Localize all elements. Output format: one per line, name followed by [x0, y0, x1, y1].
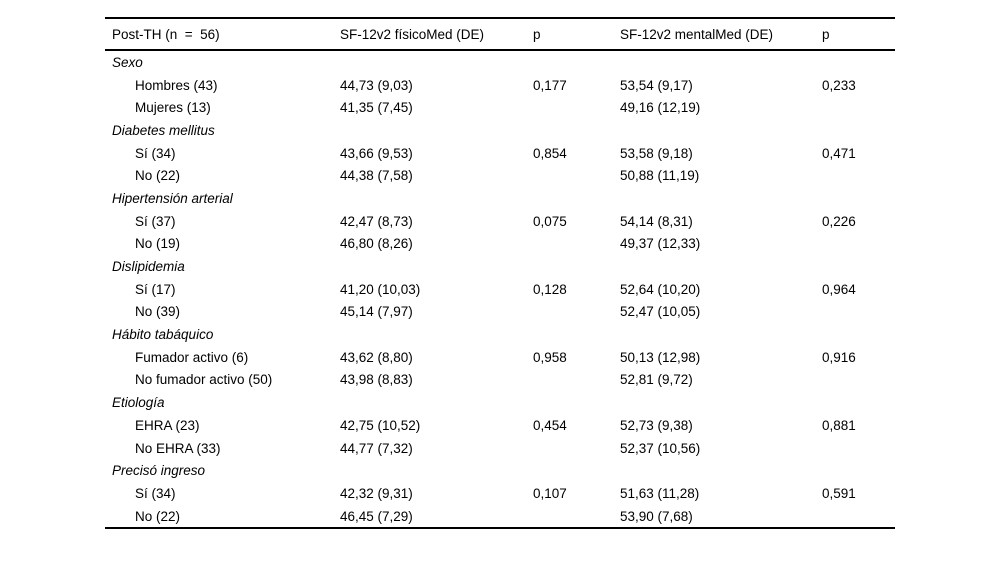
row-label: Hombres (43) — [135, 77, 218, 93]
p-mental-value: 0,233 — [822, 77, 856, 93]
column-header-p-mental: p — [822, 26, 830, 42]
column-header-fisico: SF-12v2 físicoMed (DE) — [340, 26, 485, 42]
group-row: Precisó ingreso — [105, 459, 895, 482]
fisico-value: 43,98 (8,83) — [340, 372, 413, 388]
mental-value: 49,37 (12,33) — [620, 236, 701, 252]
p-mental-value: 0,471 — [822, 145, 856, 161]
table-row: No (22) 44,38 (7,58) 50,88 (11,19) — [105, 164, 895, 187]
table-row: Mujeres (13) 41,35 (7,45) 49,16 (12,19) — [105, 96, 895, 119]
table-row: No (39) 45,14 (7,97) 52,47 (10,05) — [105, 301, 895, 324]
fisico-value: 46,45 (7,29) — [340, 508, 413, 524]
table-row: No EHRA (33) 44,77 (7,32) 52,37 (10,56) — [105, 437, 895, 460]
p-fisico-value: 0,177 — [533, 77, 567, 93]
p-mental-value: 0,226 — [822, 213, 856, 229]
table-row: Fumador activo (6) 43,62 (8,80) 0,958 50… — [105, 346, 895, 369]
mental-value: 53,54 (9,17) — [620, 77, 693, 93]
group-row: Hábito tabáquico — [105, 323, 895, 346]
row-label: No (22) — [135, 168, 181, 184]
mental-value: 50,88 (11,19) — [620, 168, 700, 184]
group-label: Sexo — [112, 54, 143, 70]
mental-value: 52,47 (10,05) — [620, 304, 701, 320]
table-header-row: Post-TH (n = 56) SF-12v2 físicoMed (DE) … — [105, 19, 895, 51]
column-header-postth: Post-TH (n = 56) — [112, 26, 220, 42]
p-mental-value: 0,964 — [822, 281, 856, 297]
row-label: No (22) — [135, 508, 181, 524]
p-fisico-value: 0,128 — [533, 281, 567, 297]
group-label: Hábito tabáquico — [112, 327, 214, 343]
fisico-value: 42,47 (8,73) — [340, 213, 413, 229]
fisico-value: 44,73 (9,03) — [340, 77, 413, 93]
mental-value: 52,73 (9,38) — [620, 417, 693, 433]
p-fisico-value: 0,958 — [533, 349, 567, 365]
mental-value: 53,90 (7,68) — [620, 508, 693, 524]
p-fisico-value: 0,454 — [533, 417, 567, 433]
column-header-mental: SF-12v2 mentalMed (DE) — [620, 26, 774, 42]
row-label: EHRA (23) — [135, 417, 200, 433]
fisico-value: 41,35 (7,45) — [340, 100, 413, 116]
row-label: Sí (34) — [135, 145, 176, 161]
group-label: Precisó ingreso — [112, 463, 206, 479]
table-row: EHRA (23) 42,75 (10,52) 0,454 52,73 (9,3… — [105, 414, 895, 437]
group-row: Diabetes mellitus — [105, 119, 895, 142]
fisico-value: 46,80 (8,26) — [340, 236, 413, 252]
group-label: Etiología — [112, 395, 165, 411]
results-table: Post-TH (n = 56) SF-12v2 físicoMed (DE) … — [105, 17, 895, 530]
mental-value: 54,14 (8,31) — [620, 213, 693, 229]
mental-value: 52,64 (10,20) — [620, 281, 701, 297]
table-body: Sexo Hombres (43) 44,73 (9,03) 0,177 53,… — [105, 51, 895, 527]
mental-value: 49,16 (12,19) — [620, 100, 701, 116]
group-row: Dislipidemia — [105, 255, 895, 278]
p-mental-value: 0,591 — [822, 485, 856, 501]
fisico-value: 42,32 (9,31) — [340, 485, 413, 501]
mental-value: 53,58 (9,18) — [620, 145, 693, 161]
row-label: Sí (37) — [135, 213, 176, 229]
group-label: Diabetes mellitus — [112, 122, 215, 138]
row-label: No (39) — [135, 304, 181, 320]
table-row: Sí (17) 41,20 (10,03) 0,128 52,64 (10,20… — [105, 278, 895, 301]
table-row: Sí (34) 42,32 (9,31) 0,107 51,63 (11,28)… — [105, 482, 895, 505]
row-label: No EHRA (33) — [135, 440, 221, 456]
fisico-value: 44,38 (7,58) — [340, 168, 413, 184]
row-label: Sí (34) — [135, 485, 176, 501]
p-fisico-value: 0,075 — [533, 213, 567, 229]
p-mental-value: 0,881 — [822, 417, 856, 433]
table-row: No (22) 46,45 (7,29) 53,90 (7,68) — [105, 505, 895, 528]
group-row: Hipertensión arterial — [105, 187, 895, 210]
mental-value: 51,63 (11,28) — [620, 485, 700, 501]
p-fisico-value: 0,107 — [533, 485, 567, 501]
mental-value: 52,81 (9,72) — [620, 372, 693, 388]
fisico-value: 41,20 (10,03) — [340, 281, 421, 297]
table-row: No fumador activo (50) 43,98 (8,83) 52,8… — [105, 369, 895, 392]
row-label: Sí (17) — [135, 281, 176, 297]
fisico-value: 43,62 (8,80) — [340, 349, 413, 365]
mental-value: 52,37 (10,56) — [620, 440, 701, 456]
mental-value: 50,13 (12,98) — [620, 349, 701, 365]
group-row: Etiología — [105, 391, 895, 414]
p-mental-value: 0,916 — [822, 349, 856, 365]
group-label: Hipertensión arterial — [112, 190, 233, 206]
fisico-value: 44,77 (7,32) — [340, 440, 413, 456]
table-row: Sí (34) 43,66 (9,53) 0,854 53,58 (9,18) … — [105, 142, 895, 165]
group-row: Sexo — [105, 51, 895, 74]
group-label: Dislipidemia — [112, 259, 185, 275]
row-label: Mujeres (13) — [135, 100, 211, 116]
row-label: Fumador activo (6) — [135, 349, 249, 365]
fisico-value: 43,66 (9,53) — [340, 145, 413, 161]
p-fisico-value: 0,854 — [533, 145, 567, 161]
table-row: Hombres (43) 44,73 (9,03) 0,177 53,54 (9… — [105, 74, 895, 97]
table-row: Sí (37) 42,47 (8,73) 0,075 54,14 (8,31) … — [105, 210, 895, 233]
fisico-value: 45,14 (7,97) — [340, 304, 413, 320]
row-label: No fumador activo (50) — [135, 372, 273, 388]
row-label: No (19) — [135, 236, 181, 252]
fisico-value: 42,75 (10,52) — [340, 417, 421, 433]
column-header-p-fisico: p — [533, 26, 541, 42]
table-row: No (19) 46,80 (8,26) 49,37 (12,33) — [105, 233, 895, 256]
